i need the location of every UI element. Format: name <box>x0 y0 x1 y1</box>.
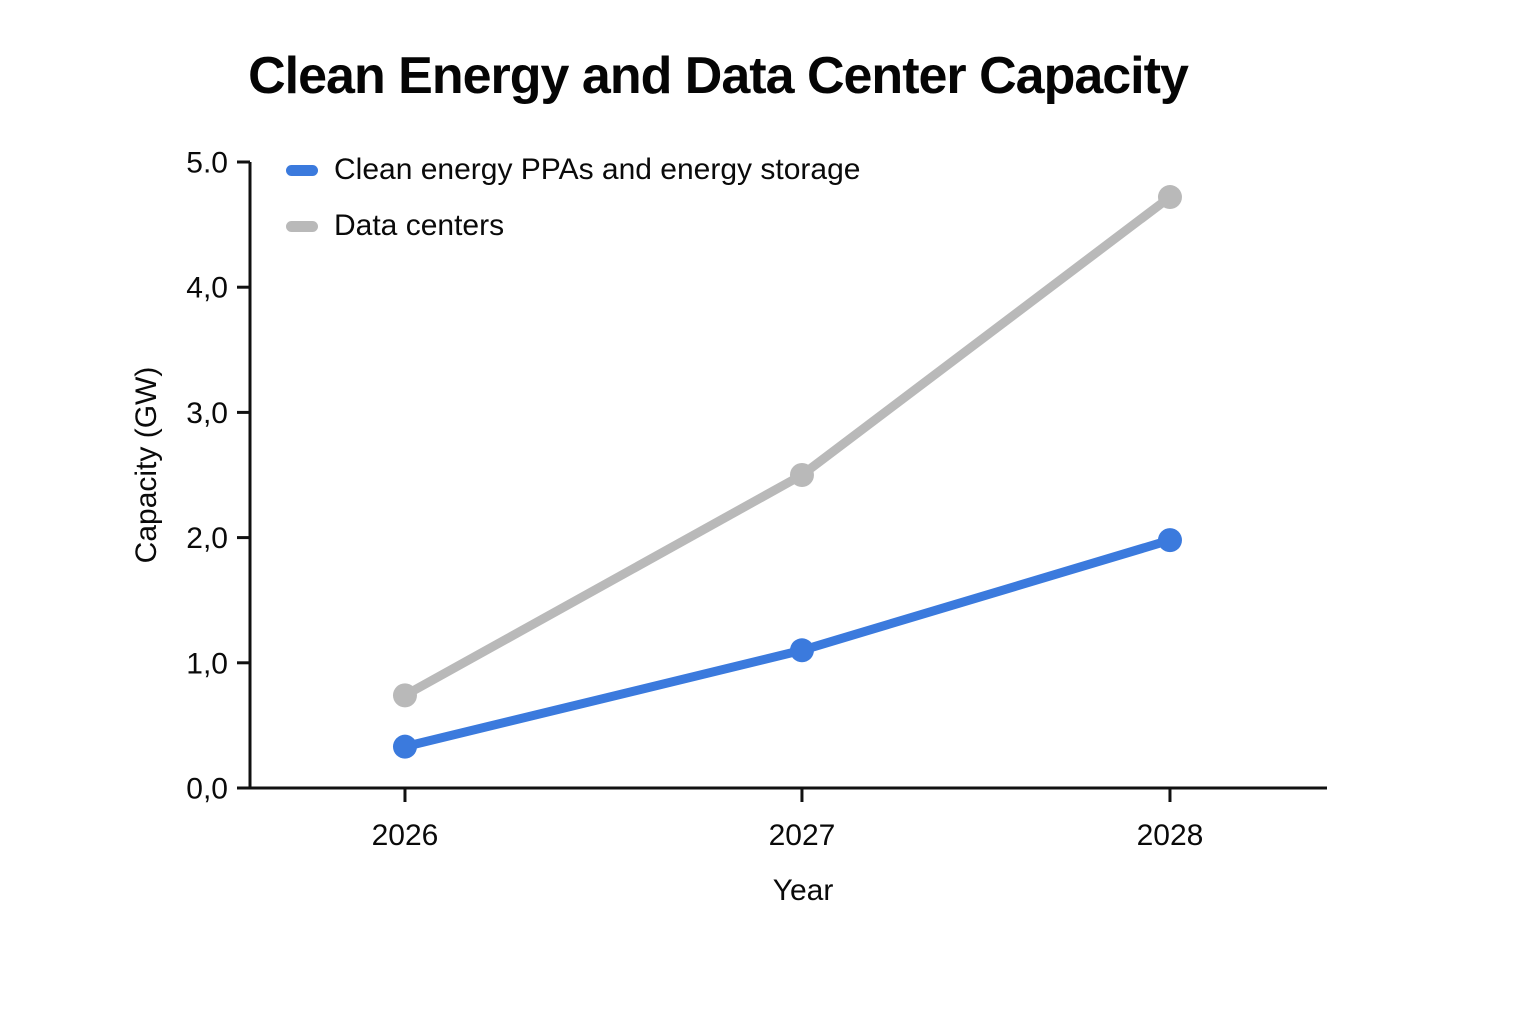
x-axis-label: Year <box>772 874 834 907</box>
legend-label-clean-energy: Clean energy PPAs and energy storage <box>334 153 861 186</box>
y-tick-label: 2,0 <box>186 522 228 555</box>
data-point <box>789 463 814 487</box>
legend: Clean energy PPAs and energy storage Dat… <box>286 152 860 244</box>
chart-title: Clean Energy and Data Center Capacity <box>248 47 1189 105</box>
legend-item-clean-energy: Clean energy PPAs and energy storage <box>286 152 860 188</box>
data-point <box>392 734 417 759</box>
data-point <box>1157 185 1182 210</box>
y-axis-label: Capacity (GW) <box>130 366 163 564</box>
y-tick-label: 0,0 <box>186 773 228 806</box>
x-tick-label: 2026 <box>372 819 439 852</box>
y-tick-label: 1,0 <box>186 647 228 680</box>
y-tick-label: 5.0 <box>186 147 228 180</box>
data-point <box>1157 528 1182 553</box>
legend-item-data-centers: Data centers <box>286 208 860 244</box>
series-line <box>400 535 1175 752</box>
series-line <box>400 192 1175 700</box>
y-tick-label: 4,0 <box>186 272 228 305</box>
legend-label-data-centers: Data centers <box>334 209 505 242</box>
legend-swatch-clean-energy-icon <box>286 164 318 176</box>
legend-swatch-data-centers-icon <box>286 220 318 232</box>
data-point <box>789 638 814 663</box>
data-point <box>392 683 417 708</box>
y-tick-label: 3,0 <box>186 397 228 430</box>
x-tick-label: 2027 <box>769 819 836 852</box>
x-tick-label: 2028 <box>1137 819 1204 852</box>
